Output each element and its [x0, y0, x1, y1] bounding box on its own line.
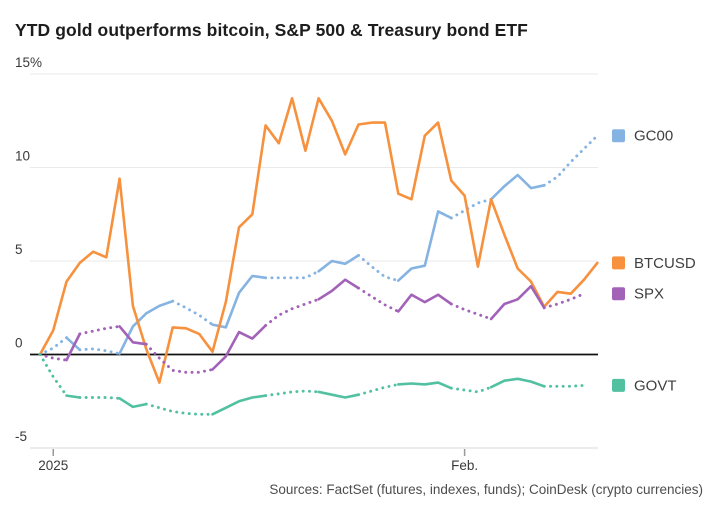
- legend-label-BTCUSD: BTCUSD: [634, 255, 696, 272]
- series-line-SPX-solid: [65, 332, 82, 362]
- series-line-SPX-dotted: [542, 292, 586, 310]
- x-axis-label-Feb: Feb.: [451, 458, 478, 473]
- series-line-GOVT-dotted: [449, 385, 493, 394]
- legend-marker-BTCUSD: [612, 256, 625, 270]
- series-line-SPX-dotted: [38, 353, 68, 362]
- series-line-SPX-dotted: [144, 342, 214, 374]
- series-line-SPX-solid: [317, 278, 360, 301]
- y-axis-label-0: 0: [15, 336, 23, 351]
- legend-label-GOVT: GOVT: [634, 377, 677, 394]
- y-axis-label-10: 10: [15, 149, 30, 164]
- y-axis-label-15: 15%: [15, 55, 42, 70]
- series-line-GC00-dotted: [171, 299, 214, 327]
- series-line-GOVT-solid: [397, 381, 453, 390]
- x-axis-label-2025: 2025: [38, 458, 68, 473]
- series-line-SPX-solid: [489, 284, 546, 321]
- legend-marker-SPX: [612, 287, 625, 301]
- series-line-GOVT-solid: [118, 397, 148, 409]
- series-line-SPX-dotted: [357, 286, 400, 313]
- series-line-GC00-solid: [211, 274, 267, 329]
- series-line-SPX-solid: [211, 324, 267, 371]
- series-line-SPX-dotted: [449, 302, 493, 321]
- legend-marker-GC00: [612, 129, 625, 143]
- series-line-GC00-dotted: [264, 269, 321, 280]
- series-line-GC00-dotted: [449, 197, 493, 220]
- series-line-GOVT-solid: [65, 394, 82, 399]
- legend-label-GC00: GC00: [634, 128, 673, 145]
- legend-label-SPX: SPX: [634, 286, 664, 303]
- series-line-GC00-solid: [489, 173, 546, 201]
- chart-title: YTD gold outperforms bitcoin, S&P 500 & …: [15, 20, 528, 40]
- series-line-SPX-dotted: [264, 297, 321, 327]
- series-line-GOVT-solid: [317, 390, 360, 399]
- series-line-GOVT-solid: [489, 377, 546, 389]
- series-line-GOVT-dotted: [542, 383, 586, 388]
- series-line-BTCUSD-solid: [38, 97, 599, 384]
- series-line-GC00-dotted: [542, 134, 599, 187]
- series-line-GC00-solid: [65, 336, 82, 352]
- series-line-GC00-dotted: [38, 336, 68, 356]
- series-line-GOVT-dotted: [78, 396, 122, 400]
- series-line-GC00-dotted: [78, 347, 122, 356]
- series-line-SPX-solid: [118, 325, 148, 346]
- y-axis-label--5: -5: [15, 429, 27, 444]
- series-line-SPX-solid: [397, 293, 453, 313]
- series-line-GOVT-dotted: [38, 353, 68, 398]
- series-line-GOVT-dotted: [264, 389, 321, 398]
- series-line-SPX-dotted: [78, 324, 122, 336]
- y-axis-label-5: 5: [15, 242, 23, 257]
- series-line-GOVT-dotted: [357, 382, 400, 397]
- series-line-GC00-solid: [317, 254, 360, 273]
- legend-marker-GOVT: [612, 378, 625, 392]
- source-note: Sources: FactSet (futures, indexes, fund…: [269, 482, 703, 497]
- series-line-GOVT-solid: [211, 394, 267, 416]
- series-line-GC00-dotted: [357, 253, 400, 283]
- series-line-GC00-solid: [397, 210, 453, 282]
- series-line-GOVT-dotted: [144, 402, 214, 416]
